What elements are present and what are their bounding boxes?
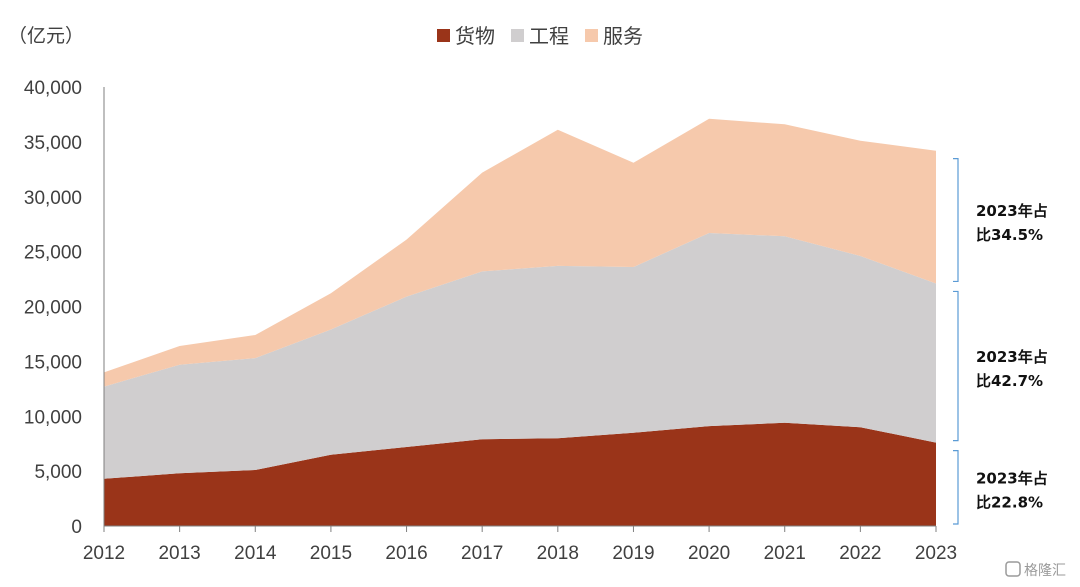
annotation-line1-goods: 2023年占: [976, 469, 1048, 487]
area-engineering: [104, 233, 936, 479]
area-goods: [104, 422, 936, 526]
x-tick-label: 2019: [612, 543, 654, 564]
y-tick-label: 20,000: [24, 298, 82, 319]
annotation-line2-goods: 比22.8%: [976, 493, 1043, 511]
y-tick-label: 10,000: [24, 407, 82, 428]
annotation-line1-services: 2023年占: [976, 202, 1048, 220]
x-tick-label: 2014: [234, 543, 277, 564]
y-tick-label: 25,000: [24, 243, 82, 264]
x-tick-label: 2021: [764, 543, 806, 564]
annotation-line1-engineering: 2023年占: [976, 348, 1048, 366]
watermark-text: 格隆汇: [1024, 563, 1066, 579]
unit-label: （亿元）: [8, 25, 84, 47]
legend-label-engineering: 工程: [529, 24, 569, 48]
x-tick-label: 2012: [83, 543, 125, 564]
axes: [103, 87, 936, 527]
legend: 货物 工程 服务: [437, 24, 643, 48]
area-layers: [104, 118, 936, 526]
x-tick-label: 2017: [461, 543, 503, 564]
y-tick-label: 0: [71, 517, 82, 538]
annotation-line2-engineering: 比42.7%: [976, 372, 1043, 390]
x-tick-labels: 2012 2013 2014 2015 2016 2017 2018 2019 2020 2021…: [83, 526, 957, 564]
legend-swatch-engineering: [511, 29, 524, 42]
y-tick-label: 35,000: [24, 133, 82, 154]
bracket-services: [953, 158, 959, 283]
x-tick-label: 2022: [839, 543, 881, 564]
y-tick-label: 30,000: [24, 188, 82, 209]
y-tick-label: 40,000: [24, 78, 82, 99]
x-tick-label: 2023: [915, 543, 957, 564]
watermark: 格隆汇: [1005, 561, 1066, 579]
annotation-line2-services: 比34.5%: [976, 226, 1043, 244]
x-tick-label: 2015: [310, 543, 352, 564]
x-tick-label: 2013: [158, 543, 200, 564]
bracket-engineering: [953, 290, 959, 442]
x-tick-label: 2018: [537, 543, 579, 564]
x-tick-label: 2020: [688, 543, 730, 564]
legend-swatch-services: [585, 29, 598, 42]
x-tick-label: 2016: [385, 543, 427, 564]
y-tick-label: 15,000: [24, 352, 82, 373]
legend-label-services: 服务: [603, 24, 643, 48]
bracket-goods: [953, 449, 959, 525]
watermark-logo-icon: [1005, 561, 1021, 577]
y-tick-labels: 0 5,000 10,000 15,000 20,000 25,000 30,000 35,0…: [24, 78, 82, 538]
legend-swatch-goods: [437, 29, 450, 42]
y-tick-label: 5,000: [34, 462, 82, 483]
area-services: [104, 118, 936, 387]
legend-label-goods: 货物: [455, 24, 495, 48]
